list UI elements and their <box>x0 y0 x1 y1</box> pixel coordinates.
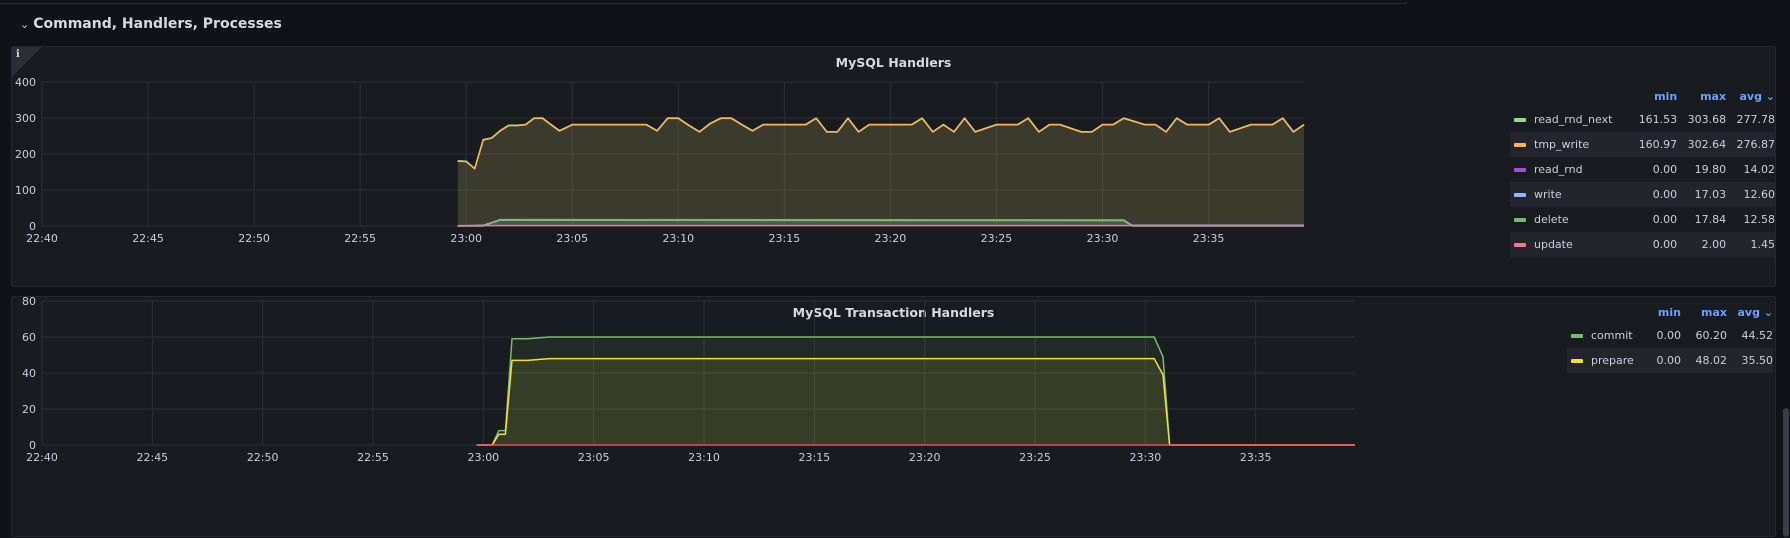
x-tick-label: 23:10 <box>688 451 720 464</box>
legend-value-max: 48.02 <box>1681 348 1727 373</box>
y-tick-label: 400 <box>15 76 36 89</box>
legend-header-avg[interactable]: avg ⌄ <box>1726 85 1775 107</box>
x-tick-label: 23:25 <box>981 232 1013 245</box>
x-tick-label: 22:50 <box>238 232 270 245</box>
legend-value-avg: 1.45 <box>1726 232 1775 257</box>
legend-swatch[interactable] <box>1514 168 1526 172</box>
legend-value-avg: 277.78 <box>1726 107 1775 132</box>
legend-series-name[interactable]: read_rnd_next <box>1534 113 1612 126</box>
legend-swatch[interactable] <box>1514 118 1526 122</box>
x-tick-label: 23:15 <box>799 451 831 464</box>
x-tick-label: 23:20 <box>875 232 907 245</box>
x-tick-label: 23:15 <box>769 232 801 245</box>
x-tick-label: 23:35 <box>1240 451 1272 464</box>
legend-value-max: 17.03 <box>1677 182 1726 207</box>
legend-series-name[interactable]: commit <box>1591 329 1633 342</box>
legend-series-name[interactable]: tmp_write <box>1534 138 1589 151</box>
legend-value-max: 303.68 <box>1677 107 1726 132</box>
x-tick-label: 23:35 <box>1193 232 1225 245</box>
legend-value-min: 0.00 <box>1647 323 1681 348</box>
x-tick-label: 22:40 <box>26 451 58 464</box>
y-tick-label: 40 <box>22 367 36 380</box>
legend-header-min[interactable]: min <box>1647 301 1681 323</box>
x-tick-label: 23:30 <box>1087 232 1119 245</box>
x-tick-label: 23:30 <box>1130 451 1162 464</box>
x-tick-label: 22:45 <box>136 451 168 464</box>
x-tick-label: 22:45 <box>132 232 164 245</box>
legend-swatch[interactable] <box>1514 243 1526 247</box>
legend-swatch[interactable] <box>1514 193 1526 197</box>
legend-series-name[interactable]: update <box>1534 238 1573 251</box>
x-tick-label: 23:05 <box>578 451 610 464</box>
x-tick-label: 22:50 <box>247 451 279 464</box>
x-tick-label: 23:00 <box>467 451 499 464</box>
legend-header-min[interactable]: min <box>1619 85 1677 107</box>
legend-value-avg: 44.52 <box>1727 323 1773 348</box>
legend-value-min: 0.00 <box>1619 207 1677 232</box>
legend-value-max: 2.00 <box>1677 232 1726 257</box>
legend-header-avg[interactable]: avg ⌄ <box>1727 301 1773 323</box>
legend-value-min: 161.53 <box>1619 107 1677 132</box>
y-tick-label: 200 <box>15 148 36 161</box>
legend-value-max: 60.20 <box>1681 323 1727 348</box>
chevron-down-icon[interactable]: ⌄ <box>20 18 29 31</box>
legend-swatch[interactable] <box>1571 334 1583 338</box>
legend-value-min: 160.97 <box>1619 132 1677 157</box>
legend-value-avg: 12.58 <box>1726 207 1775 232</box>
legend-series-name[interactable]: delete <box>1534 213 1569 226</box>
x-tick-label: 23:05 <box>556 232 588 245</box>
legend-value-max: 302.64 <box>1677 132 1726 157</box>
row-header-command-handlers[interactable]: ⌄ Command, Handlers, Processes <box>20 14 282 34</box>
x-tick-label: 23:25 <box>1019 451 1051 464</box>
legend-series-name[interactable]: write <box>1534 188 1562 201</box>
row-title[interactable]: Command, Handlers, Processes <box>33 16 282 32</box>
legend-swatch[interactable] <box>1514 143 1526 147</box>
legend-value-min: 0.00 <box>1619 157 1677 182</box>
legend-swatch[interactable] <box>1514 218 1526 222</box>
series-area-tmp_write <box>458 118 1304 226</box>
x-tick-label: 22:55 <box>344 232 376 245</box>
x-tick-label: 22:40 <box>26 232 58 245</box>
x-tick-label: 23:10 <box>662 232 694 245</box>
y-tick-label: 100 <box>15 184 36 197</box>
x-tick-label: 22:55 <box>357 451 389 464</box>
legend-value-avg: 35.50 <box>1727 348 1773 373</box>
legend-series-name[interactable]: prepare <box>1591 354 1634 367</box>
legend-value-min: 0.00 <box>1619 232 1677 257</box>
legend-value-min: 0.00 <box>1619 182 1677 207</box>
top-divider <box>0 0 1407 4</box>
legend-value-avg: 12.60 <box>1726 182 1775 207</box>
legend-header-max[interactable]: max <box>1681 301 1727 323</box>
legend-value-avg: 276.87 <box>1726 132 1775 157</box>
y-tick-label: 80 <box>22 295 36 308</box>
legend-value-avg: 14.02 <box>1726 157 1775 182</box>
y-tick-label: 300 <box>15 112 36 125</box>
series-area-prepare <box>477 359 1355 445</box>
legend-value-min: 0.00 <box>1647 348 1681 373</box>
legend-series-name[interactable]: read_rnd <box>1534 163 1583 176</box>
legend-value-max: 19.80 <box>1677 157 1726 182</box>
y-tick-label: 60 <box>22 331 36 344</box>
y-tick-label: 20 <box>22 403 36 416</box>
x-tick-label: 23:00 <box>450 232 482 245</box>
legend-swatch[interactable] <box>1571 359 1583 363</box>
page-scrollbar[interactable] <box>1783 408 1789 537</box>
x-tick-label: 23:20 <box>909 451 941 464</box>
legend-header-max[interactable]: max <box>1677 85 1726 107</box>
legend-value-max: 17.84 <box>1677 207 1726 232</box>
